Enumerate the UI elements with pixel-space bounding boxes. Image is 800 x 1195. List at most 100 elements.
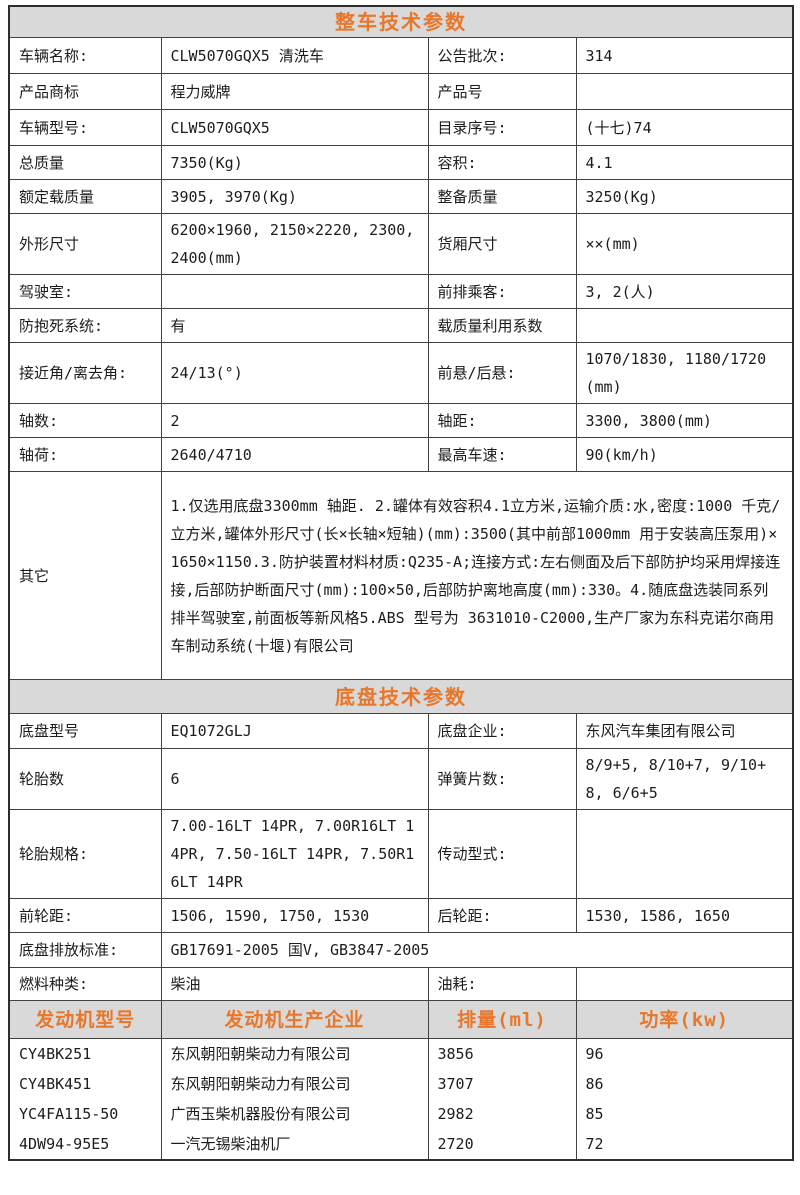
table-row-other: 其它 1.仅选用底盘3300mm 轴距. 2.罐体有效容积4.1立方米,运输介质…: [8, 471, 794, 680]
value-cell: [575, 308, 794, 343]
label-cell: 车辆名称:: [8, 37, 162, 74]
section-header-chassis: 底盘技术参数: [8, 679, 794, 714]
engine-maker-cell: 东风朝阳朝柴动力有限公司: [160, 1038, 429, 1069]
engine-maker-cell: 一汽无锡柴油机厂: [160, 1129, 429, 1160]
table-row: 前轮距: 1506, 1590, 1750, 1530 后轮距: 1530, 1…: [8, 898, 794, 933]
engine-model-cell: CY4BK251: [8, 1038, 162, 1069]
engine-displacement-cell: 3856: [427, 1038, 577, 1069]
label-cell: 总质量: [8, 145, 162, 180]
engine-power-cell: 72: [575, 1129, 794, 1160]
table-row: 防抱死系统: 有 载质量利用系数: [8, 308, 794, 343]
label-cell: 传动型式:: [427, 809, 577, 899]
label-cell: 前排乘客:: [427, 274, 577, 309]
table-row: 车辆型号: CLW5070GQX5 目录序号: (十七)74: [8, 109, 794, 146]
label-cell: 防抱死系统:: [8, 308, 162, 343]
value-cell: 6200×1960, 2150×2220, 2300, 2400(mm): [160, 213, 429, 275]
value-cell: 东风汽车集团有限公司: [575, 713, 794, 749]
label-cell: 产品商标: [8, 73, 162, 110]
label-cell: 轮胎规格:: [8, 809, 162, 899]
value-cell: 3, 2(人): [575, 274, 794, 309]
table-row: 接近角/离去角: 24/13(°) 前悬/后悬: 1070/1830, 1180…: [8, 342, 794, 404]
label-cell: 产品号: [427, 73, 577, 110]
engine-header-cell: 排量(ml): [427, 1000, 577, 1039]
spec-table: 整车技术参数 车辆名称: CLW5070GQX5 清洗车 公告批次: 314 产…: [8, 5, 794, 1161]
table-row: 轮胎数 6 弹簧片数: 8/9+5, 8/10+7, 9/10+8, 6/6+5: [8, 748, 794, 810]
label-cell: 后轮距:: [427, 898, 577, 933]
label-cell: 目录序号:: [427, 109, 577, 146]
page: 整车技术参数 车辆名称: CLW5070GQX5 清洗车 公告批次: 314 产…: [8, 5, 794, 1161]
value-cell: 24/13(°): [160, 342, 429, 404]
value-cell: 1506, 1590, 1750, 1530: [160, 898, 429, 933]
value-cell: 4.1: [575, 145, 794, 180]
engine-table-header: 发动机型号 发动机生产企业 排量(ml) 功率(kw): [8, 1000, 794, 1039]
value-cell: 3300, 3800(mm): [575, 403, 794, 438]
label-cell: 公告批次:: [427, 37, 577, 74]
table-row-emission: 底盘排放标准: GB17691-2005 国V, GB3847-2005: [8, 932, 794, 968]
other-notes-cell: 1.仅选用底盘3300mm 轴距. 2.罐体有效容积4.1立方米,运输介质:水,…: [160, 471, 794, 680]
value-cell: 3250(Kg): [575, 179, 794, 214]
value-cell: 7350(Kg): [160, 145, 429, 180]
label-cell: 前悬/后悬:: [427, 342, 577, 404]
label-cell: 整备质量: [427, 179, 577, 214]
label-cell: 底盘企业:: [427, 713, 577, 749]
section-title: 底盘技术参数: [8, 679, 794, 714]
value-cell: GB17691-2005 国V, GB3847-2005: [160, 932, 794, 968]
table-row: 驾驶室: 前排乘客: 3, 2(人): [8, 274, 794, 309]
engine-displacement-cell: 3707: [427, 1069, 577, 1099]
label-cell: 轴荷:: [8, 437, 162, 472]
value-cell: 3905, 3970(Kg): [160, 179, 429, 214]
engine-header-cell: 功率(kw): [575, 1000, 794, 1039]
table-row: 轮胎规格: 7.00-16LT 14PR, 7.00R16LT 14PR, 7.…: [8, 809, 794, 899]
section-title: 整车技术参数: [8, 5, 794, 38]
label-cell: 驾驶室:: [8, 274, 162, 309]
engine-model-cell: CY4BK451: [8, 1069, 162, 1099]
label-cell: 载质量利用系数: [427, 308, 577, 343]
label-cell: 最高车速:: [427, 437, 577, 472]
engine-displacement-cell: 2720: [427, 1129, 577, 1160]
value-cell: 6: [160, 748, 429, 810]
engine-row: YC4FA115-50 广西玉柴机器股份有限公司 2982 85: [8, 1099, 794, 1129]
value-cell: [575, 809, 794, 899]
label-cell: 油耗:: [427, 967, 577, 1001]
value-cell: 柴油: [160, 967, 429, 1001]
table-row: 产品商标 程力威牌 产品号: [8, 73, 794, 110]
table-row: 总质量 7350(Kg) 容积: 4.1: [8, 145, 794, 180]
value-cell: 1070/1830, 1180/1720(mm): [575, 342, 794, 404]
label-cell: 接近角/离去角:: [8, 342, 162, 404]
value-cell: EQ1072GLJ: [160, 713, 429, 749]
value-cell: 有: [160, 308, 429, 343]
engine-power-cell: 85: [575, 1099, 794, 1129]
value-cell: 90(km/h): [575, 437, 794, 472]
table-row: 额定载质量 3905, 3970(Kg) 整备质量 3250(Kg): [8, 179, 794, 214]
label-cell: 轴数:: [8, 403, 162, 438]
label-cell: 弹簧片数:: [427, 748, 577, 810]
engine-maker-cell: 广西玉柴机器股份有限公司: [160, 1099, 429, 1129]
table-row: 轴数: 2 轴距: 3300, 3800(mm): [8, 403, 794, 438]
engine-row: 4DW94-95E5 一汽无锡柴油机厂 2720 72: [8, 1129, 794, 1160]
value-cell: [575, 967, 794, 1001]
engine-power-cell: 86: [575, 1069, 794, 1099]
value-cell: [160, 274, 429, 309]
label-cell: 外形尺寸: [8, 213, 162, 275]
label-cell: 货厢尺寸: [427, 213, 577, 275]
engine-model-cell: 4DW94-95E5: [8, 1129, 162, 1160]
table-row: 轴荷: 2640/4710 最高车速: 90(km/h): [8, 437, 794, 472]
engine-row: CY4BK251 东风朝阳朝柴动力有限公司 3856 96: [8, 1038, 794, 1069]
engine-row: CY4BK451 东风朝阳朝柴动力有限公司 3707 86: [8, 1069, 794, 1099]
table-row: 车辆名称: CLW5070GQX5 清洗车 公告批次: 314: [8, 37, 794, 74]
value-cell: 程力威牌: [160, 73, 429, 110]
label-cell: 燃料种类:: [8, 967, 162, 1001]
engine-model-cell: YC4FA115-50: [8, 1099, 162, 1129]
label-cell: 底盘排放标准:: [8, 932, 162, 968]
label-cell: 容积:: [427, 145, 577, 180]
label-cell: 其它: [8, 471, 162, 680]
value-cell: (十七)74: [575, 109, 794, 146]
table-row: 外形尺寸 6200×1960, 2150×2220, 2300, 2400(mm…: [8, 213, 794, 275]
value-cell: 1530, 1586, 1650: [575, 898, 794, 933]
label-cell: 前轮距:: [8, 898, 162, 933]
value-cell: [575, 73, 794, 110]
value-cell: 2: [160, 403, 429, 438]
value-cell: 314: [575, 37, 794, 74]
section-header-vehicle: 整车技术参数: [8, 5, 794, 38]
value-cell: 7.00-16LT 14PR, 7.00R16LT 14PR, 7.50-16L…: [160, 809, 429, 899]
